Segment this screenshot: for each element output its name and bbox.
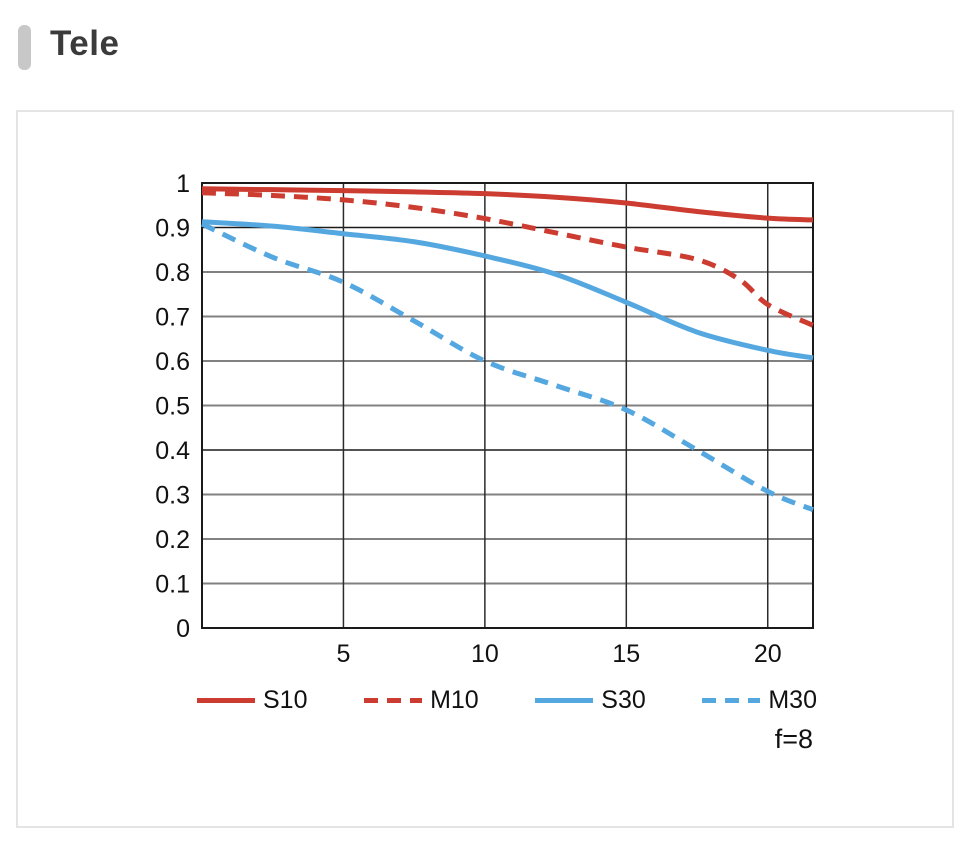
series-path-s10 bbox=[201, 186, 814, 223]
series-path-m10 bbox=[201, 190, 815, 328]
x-tick-labels: 5 10 15 20 bbox=[336, 640, 781, 668]
title-accent-bar bbox=[18, 25, 31, 70]
legend-item-m30: M30 bbox=[702, 685, 817, 714]
legend-item-s30: S30 bbox=[535, 685, 646, 714]
series-path-s30 bbox=[201, 219, 814, 361]
page-title: Tele bbox=[50, 24, 120, 63]
legend-label-s10: S10 bbox=[263, 685, 308, 714]
s30-solid-line-icon bbox=[535, 697, 594, 703]
y-tick-label: 0 bbox=[176, 615, 190, 643]
legend-label-s30: S30 bbox=[601, 685, 646, 714]
y-tick-label: 0.6 bbox=[155, 348, 190, 376]
mtf-chart: 00.10.20.30.40.50.60.70.80.915 10 15 20 bbox=[155, 170, 815, 668]
y-tick-label: 0.9 bbox=[155, 215, 190, 243]
y-tick-label: 0.5 bbox=[155, 393, 190, 421]
x-tick-label: 15 bbox=[612, 640, 640, 668]
h-gridlines bbox=[202, 226, 813, 585]
plot-border bbox=[201, 182, 814, 629]
m30-dashed-line-icon bbox=[702, 697, 761, 703]
m10-dashed-line-icon bbox=[364, 697, 423, 703]
y-tick-label: 0.8 bbox=[155, 259, 190, 287]
series-path-m30 bbox=[200, 221, 814, 512]
y-tick-label: 0.3 bbox=[155, 482, 190, 510]
chart-legend: S10 M10 S30 M30 bbox=[197, 684, 817, 716]
x-tick-label: 20 bbox=[754, 640, 782, 668]
y-tick-labels: 0 0.1 0.2 0.3 0.4 0.5 0.6 0.7 0.8 0.9 1 bbox=[155, 170, 190, 643]
y-tick-label: 0.2 bbox=[155, 526, 190, 554]
series-curves bbox=[200, 186, 815, 512]
x-tick-label: 5 bbox=[336, 640, 350, 668]
aperture-annotation: f=8 bbox=[774, 724, 813, 754]
x-tick-label: 10 bbox=[471, 640, 499, 668]
legend-label-m30: M30 bbox=[768, 685, 817, 714]
legend-item-s10: S10 bbox=[197, 685, 308, 714]
y-tick-label: 0.1 bbox=[155, 571, 190, 599]
s10-solid-line-icon bbox=[197, 697, 255, 703]
chart-card: 0 0.1 0.2 0.3 0.4 0.5 0.6 0.7 0.8 0.9 1 5 10 15 20 S10… bbox=[16, 110, 954, 828]
y-tick-label: 0.4 bbox=[155, 437, 190, 465]
legend-item-m10: M10 bbox=[364, 685, 479, 714]
y-tick-label: 0.7 bbox=[155, 304, 190, 332]
y-tick-label: 1 bbox=[176, 170, 190, 198]
legend-label-m10: M10 bbox=[430, 685, 479, 714]
